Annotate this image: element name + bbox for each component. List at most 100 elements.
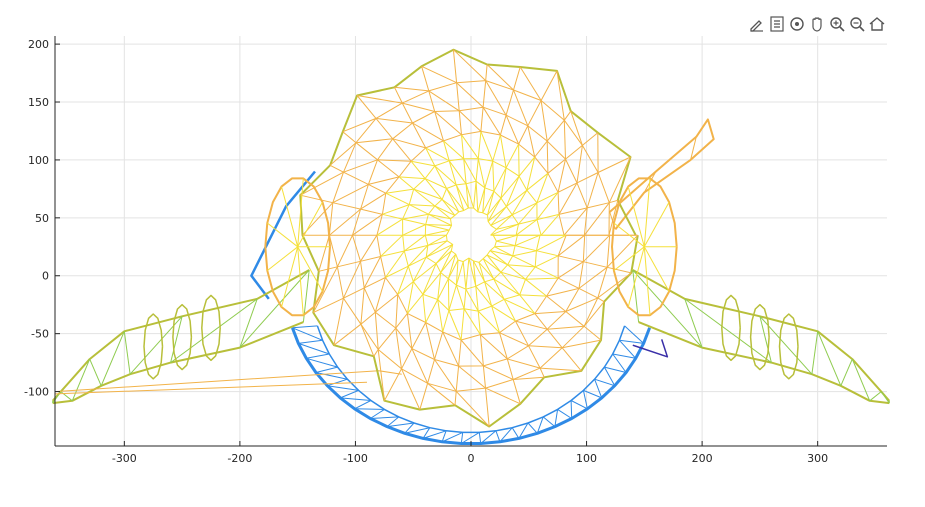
mesh-base-strut (582, 390, 588, 409)
mesh-body-spoke (492, 161, 495, 192)
mesh-body-spoke (455, 284, 465, 309)
mesh-body-spoke (318, 235, 330, 272)
mesh-base-strut (386, 416, 400, 427)
mesh-body-spoke (540, 367, 582, 372)
mesh-body-spoke (435, 244, 454, 264)
mesh-wireframe (51, 48, 891, 445)
mesh-body-spoke (482, 258, 495, 280)
mesh-body-spoke (360, 234, 378, 262)
x-tick-label: -100 (343, 452, 368, 465)
mesh-body-spoke (606, 266, 632, 274)
mesh-base-strut (441, 431, 463, 443)
mesh-body-ear-spoke (613, 222, 645, 248)
zoom-in-icon[interactable] (828, 14, 846, 34)
pan-icon[interactable] (808, 14, 826, 34)
mesh-base-strut (604, 366, 627, 373)
mesh-body-spoke (500, 271, 526, 280)
zoom-out-icon[interactable] (848, 14, 866, 34)
mesh-body-spoke (556, 70, 565, 121)
mesh-body-spoke (442, 310, 450, 333)
mesh-body-spoke (455, 184, 469, 209)
mesh-body-spoke (425, 240, 448, 258)
mesh-body-spoke (587, 202, 610, 209)
mesh-body-spoke (496, 223, 519, 230)
edit-icon[interactable] (748, 14, 766, 34)
mesh-base-strut (354, 408, 385, 410)
mesh-body-ear-spoke (297, 246, 323, 292)
mesh-body-spoke (360, 311, 376, 325)
mesh-body-ear-spoke (297, 246, 304, 316)
mesh-body-spoke (496, 240, 516, 247)
mesh-body-spoke (563, 120, 566, 160)
mesh-body-spoke (463, 158, 467, 184)
mesh-body-spoke (493, 278, 520, 296)
mesh-arm-rib (123, 331, 131, 375)
mesh-body-spoke (468, 257, 477, 287)
mesh-body-spoke (546, 328, 563, 349)
mesh-body-spoke (360, 256, 381, 262)
mesh-body-spoke (402, 102, 435, 112)
mesh-body-spoke (496, 214, 513, 230)
mesh-arm-rib (100, 331, 125, 386)
mesh-body-spoke (395, 313, 408, 329)
legend-icon[interactable] (768, 14, 786, 34)
mesh-body-spoke (518, 219, 538, 225)
mesh-arm-rib (170, 316, 183, 363)
mesh-body-spoke (441, 198, 460, 213)
mesh-arm-rib (684, 298, 772, 364)
mesh-body-spoke (442, 331, 460, 367)
mesh-body-spoke (462, 261, 467, 290)
mesh-body-spoke (491, 305, 500, 333)
mesh-body-spoke (456, 82, 484, 108)
mesh-body-spoke (489, 250, 508, 266)
mesh-body-spoke (407, 245, 429, 267)
mesh-body-spoke (518, 156, 536, 177)
mesh-body-spoke (412, 263, 437, 282)
mesh-body-spoke (455, 259, 459, 286)
mesh-body-spoke (363, 277, 386, 289)
home-icon[interactable] (868, 14, 886, 34)
mesh-body-spoke (490, 214, 513, 226)
mesh-body-spoke (515, 219, 538, 236)
mesh-body-spoke (505, 176, 520, 207)
mesh-body-spoke (424, 178, 447, 189)
mesh-body-spoke (482, 190, 495, 214)
x-tick-label: 100 (576, 452, 597, 465)
mesh-body-spoke (398, 176, 426, 180)
mesh-body-spoke (505, 115, 520, 145)
mesh-base-strut (511, 427, 520, 439)
mesh-body-spoke (412, 256, 427, 282)
mesh-base-strut (536, 416, 544, 434)
mesh-body-spoke (463, 308, 481, 335)
mesh-body-spoke (383, 368, 402, 401)
mesh-body-spoke (448, 284, 457, 311)
mesh-body-spoke (485, 80, 507, 116)
mesh-base-strut (292, 325, 318, 329)
rotate-icon[interactable] (788, 14, 806, 34)
mesh-base-strut (612, 353, 636, 359)
mesh-body-spoke (428, 213, 451, 220)
mesh-body-spoke (486, 64, 514, 91)
mesh-body-spoke (473, 181, 477, 209)
mesh-body-spoke (493, 167, 507, 192)
mesh-body-spoke (519, 294, 547, 297)
mesh-body-spoke (434, 111, 462, 136)
mesh-body-spoke (475, 181, 479, 212)
y-tick-label: -100 (24, 386, 49, 399)
mesh-base-strut (327, 385, 359, 391)
mesh-body-spoke (494, 245, 516, 248)
mesh-body-spoke (382, 204, 410, 215)
mesh-body-spoke (458, 110, 462, 135)
mesh-body-spoke (343, 171, 369, 185)
mesh-body-spoke (485, 388, 490, 427)
mesh-body-spoke (380, 234, 404, 257)
mesh-body-spoke (434, 111, 444, 142)
mesh-body-spoke (458, 339, 462, 367)
mesh-body-spoke (441, 199, 456, 216)
mesh-body-spoke (440, 253, 457, 273)
mesh-body-spoke (527, 100, 542, 127)
mesh-body-spoke (385, 265, 409, 278)
mesh-body-spoke (394, 86, 429, 92)
mesh-body-spoke (342, 117, 377, 133)
mesh-body-spoke (565, 311, 585, 327)
